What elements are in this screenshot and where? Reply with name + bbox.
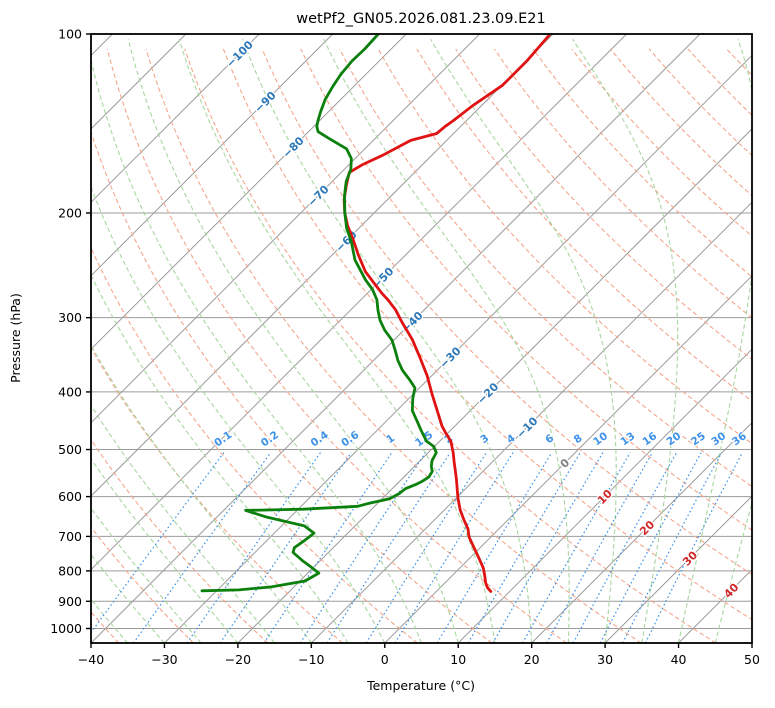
svg-text:−80: −80 xyxy=(280,134,307,161)
x-axis-label: Temperature (°C) xyxy=(366,678,475,693)
svg-text:300: 300 xyxy=(58,310,82,325)
svg-text:100: 100 xyxy=(58,27,82,42)
svg-text:20: 20 xyxy=(664,430,683,448)
svg-text:10: 10 xyxy=(450,652,466,667)
svg-text:30: 30 xyxy=(597,652,613,667)
svg-text:50: 50 xyxy=(744,652,760,667)
svg-text:−90: −90 xyxy=(252,89,279,116)
svg-text:0.4: 0.4 xyxy=(309,429,331,450)
svg-text:200: 200 xyxy=(58,205,82,220)
svg-text:1000: 1000 xyxy=(50,621,82,636)
svg-text:400: 400 xyxy=(58,384,82,399)
svg-text:16: 16 xyxy=(640,430,659,448)
svg-text:40: 40 xyxy=(671,652,687,667)
axes-and-ticks: −40 −30 −20 −10 0 10 20 30 40 5010020030040050060… xyxy=(50,27,760,668)
svg-text:600: 600 xyxy=(58,489,82,504)
svg-text:13: 13 xyxy=(618,430,637,448)
profile-curves xyxy=(200,34,552,593)
background-lines xyxy=(91,34,752,643)
svg-text:1: 1 xyxy=(384,432,397,446)
svg-text:10: 10 xyxy=(591,430,610,448)
svg-text:−20: −20 xyxy=(225,652,251,667)
y-axis-label: Pressure (hPa) xyxy=(8,293,23,383)
svg-text:900: 900 xyxy=(58,594,82,609)
svg-text:30: 30 xyxy=(709,430,728,448)
svg-text:0.2: 0.2 xyxy=(259,429,281,450)
svg-text:800: 800 xyxy=(58,563,82,578)
svg-text:3: 3 xyxy=(478,432,491,446)
svg-text:25: 25 xyxy=(689,430,708,448)
svg-text:36: 36 xyxy=(730,430,749,448)
inplot-line-labels: 0.1 0.2 0.4 0.6 1 1.5 2 3 4 6 8 10 13 16 20 25 30 36−100−… xyxy=(211,37,750,602)
dewpoint-curve xyxy=(200,34,438,593)
svg-text:−30: −30 xyxy=(437,344,464,371)
svg-text:700: 700 xyxy=(58,529,82,544)
svg-text:−40: −40 xyxy=(78,652,104,667)
svg-text:0.1: 0.1 xyxy=(212,429,234,450)
temperature-curve xyxy=(342,34,552,593)
svg-text:0: 0 xyxy=(381,652,389,667)
svg-text:500: 500 xyxy=(58,442,82,457)
svg-text:−10: −10 xyxy=(298,652,324,667)
chart-title: wetPf2_GN05.2026.081.23.09.E21 xyxy=(296,11,545,27)
svg-text:0.6: 0.6 xyxy=(339,429,361,450)
svg-text:20: 20 xyxy=(524,652,540,667)
svg-text:−30: −30 xyxy=(151,652,177,667)
svg-text:−100: −100 xyxy=(224,38,256,70)
